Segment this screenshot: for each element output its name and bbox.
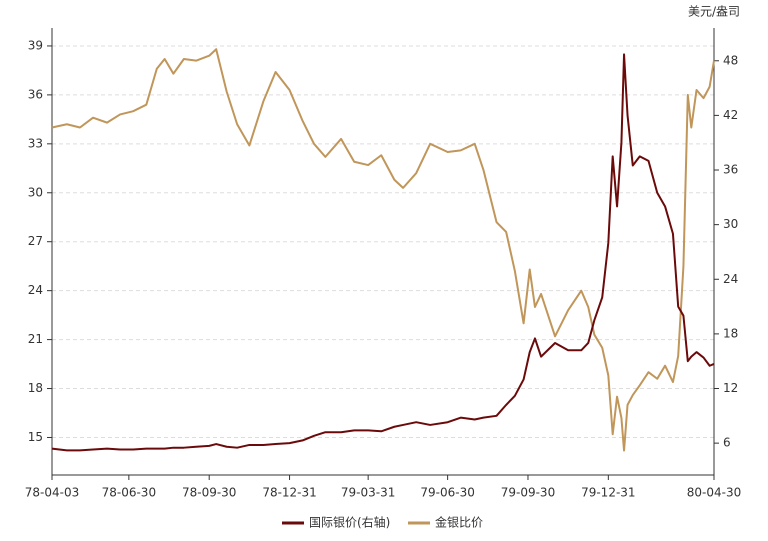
- y2-tick-label: 48: [723, 53, 738, 67]
- y-tick-label: 33: [28, 136, 43, 150]
- x-tick-label: 78-06-30: [102, 486, 156, 500]
- y2-axis-unit: 美元/盎司: [688, 5, 740, 19]
- y-tick-label: 21: [28, 332, 43, 346]
- y2-tick-label: 24: [723, 272, 738, 286]
- y-tick-label: 15: [28, 430, 43, 444]
- y2-tick-label: 36: [723, 163, 738, 177]
- x-tick-label: 78-12-31: [262, 486, 316, 500]
- y2-tick-label: 18: [723, 326, 738, 340]
- y2-tick-label: 12: [723, 381, 738, 395]
- x-tick-label: 79-12-31: [581, 486, 635, 500]
- y-tick-label: 18: [28, 381, 43, 395]
- x-tick-label: 78-04-03: [25, 486, 79, 500]
- x-tick-label: 80-04-30: [687, 486, 741, 500]
- legend-label: 金银比价: [435, 515, 483, 530]
- series-line: [51, 48, 715, 452]
- y-tick-label: 24: [28, 283, 43, 297]
- y2-tick-label: 42: [723, 108, 738, 122]
- y-tick-label: 30: [28, 185, 43, 199]
- y-tick-label: 27: [28, 234, 43, 248]
- x-tick-label: 78-09-30: [182, 486, 236, 500]
- x-tick-label: 79-03-31: [341, 486, 395, 500]
- x-tick-label: 79-06-30: [420, 486, 474, 500]
- legend-label: 国际银价(右轴): [309, 515, 390, 530]
- y-tick-label: 39: [28, 38, 43, 52]
- y-tick-label: 36: [28, 87, 43, 101]
- series-line: [51, 53, 715, 452]
- y2-tick-label: 30: [723, 217, 738, 231]
- x-tick-label: 79-09-30: [501, 486, 555, 500]
- y2-tick-label: 6: [723, 436, 731, 450]
